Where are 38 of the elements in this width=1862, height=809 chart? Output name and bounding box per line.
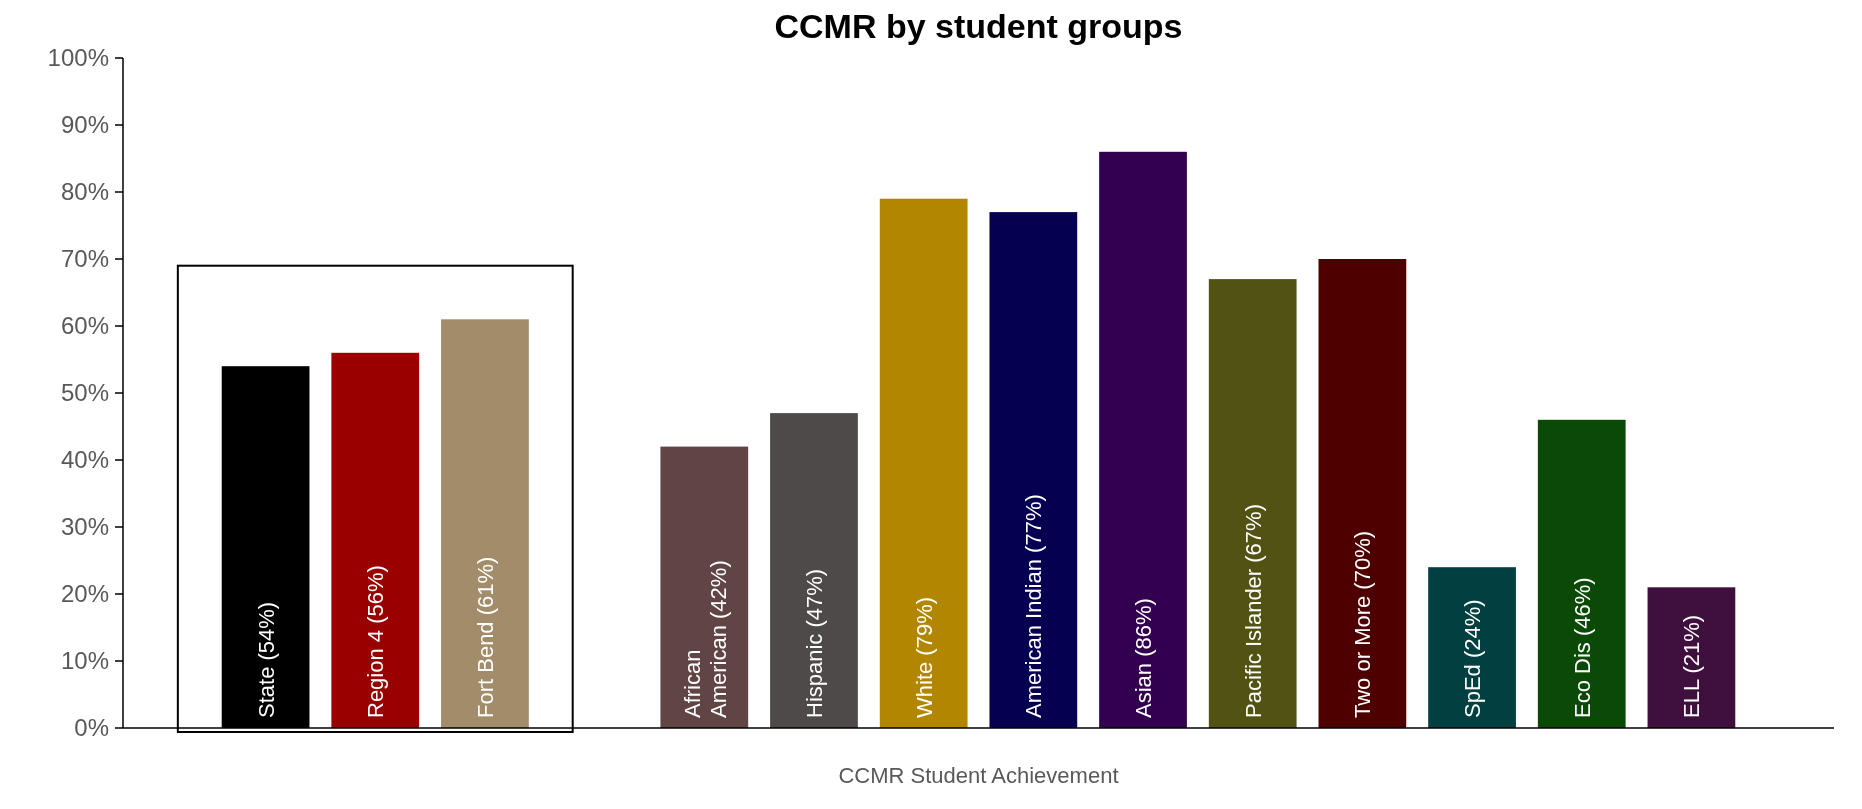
x-tick-label: Fort Bend (61%) <box>472 556 498 718</box>
x-tick-label: Pacific Islander (67%) <box>1240 504 1266 718</box>
bar <box>441 319 529 728</box>
y-tick-label: 60% <box>60 312 109 340</box>
y-tick-label: 50% <box>60 379 109 407</box>
y-tick-label: 100% <box>47 44 109 72</box>
bar <box>770 413 858 728</box>
y-tick-label: 70% <box>60 245 109 273</box>
y-tick-label: 20% <box>60 580 109 608</box>
bar <box>1428 567 1516 728</box>
x-tick-label: African American (42%) <box>680 560 732 718</box>
bar <box>1647 587 1736 728</box>
bar <box>1318 259 1407 728</box>
x-tick-label: ELL (21%) <box>1679 614 1705 718</box>
bar <box>989 212 1078 728</box>
x-tick-label: Asian (86%) <box>1131 598 1157 718</box>
chart-title: CCMR by student groups <box>774 7 1183 45</box>
x-tick-label: Eco Dis (46%) <box>1569 577 1595 718</box>
x-tick-label: State (54%) <box>253 601 279 718</box>
x-tick-label: Hispanic (47%) <box>801 568 827 718</box>
y-tick-label: 90% <box>60 111 109 139</box>
bar <box>331 352 420 728</box>
bar <box>660 446 749 728</box>
y-tick-label: 0% <box>74 714 109 742</box>
bar <box>1099 151 1187 728</box>
y-tick-label: 80% <box>60 178 109 206</box>
x-axis-title: CCMR Student Achievement <box>838 763 1119 788</box>
bar <box>879 198 968 728</box>
bar <box>1537 419 1626 728</box>
bar <box>1208 279 1297 728</box>
x-tick-label: Region 4 (56%) <box>363 565 389 718</box>
y-tick-label: 40% <box>60 446 109 474</box>
x-tick-label: American Indian (77%) <box>1021 494 1047 718</box>
y-tick-label: 10% <box>60 647 109 675</box>
x-tick-label: White (79%) <box>911 596 937 718</box>
y-tick-label: 30% <box>60 513 109 541</box>
x-tick-label: SpEd (24%) <box>1460 599 1486 718</box>
x-tick-label: Two or More (70%) <box>1350 530 1376 718</box>
